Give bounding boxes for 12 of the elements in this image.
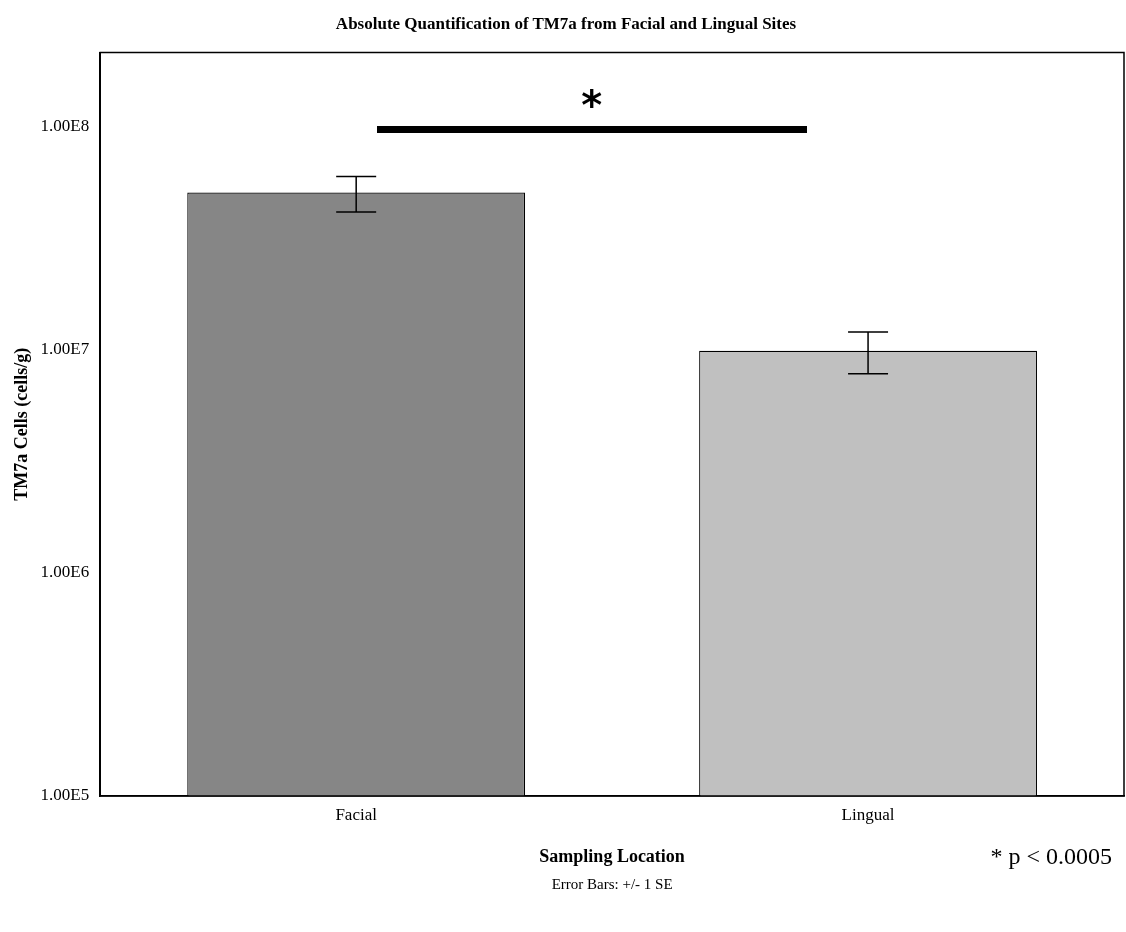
y-tick-label: 1.00E6 <box>40 562 90 582</box>
text: * p < 0.0005 <box>990 843 1112 870</box>
chart-title: Absolute Quantification of TM7a from Facial and Lingual Sites <box>335 13 797 33</box>
x-tick-label: Facial <box>335 804 378 824</box>
y-tick-label: 1.00E7 <box>40 339 90 359</box>
annotation: * <box>581 82 603 129</box>
text: Error Bars: +/- 1 SE <box>551 875 673 892</box>
y-axis-title: TM7a Cells (cells/g) <box>11 347 33 501</box>
y-tick-label: 1.00E5 <box>40 785 90 805</box>
x-tick-label: Lingual <box>841 804 895 824</box>
x-axis-title: Sampling Location <box>539 845 685 866</box>
y-tick-label: 1.00E8 <box>40 116 90 136</box>
